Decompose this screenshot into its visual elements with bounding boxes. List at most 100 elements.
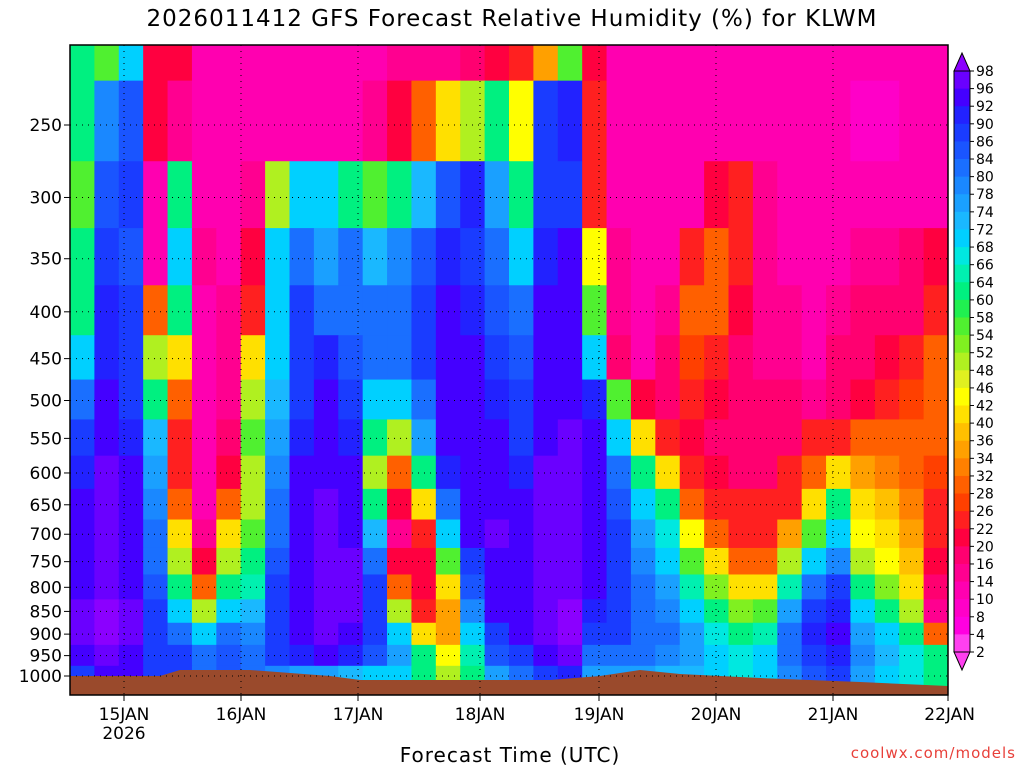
heatmap-cell [704, 644, 730, 667]
colorbar-swatch [954, 475, 970, 495]
heatmap-cell [265, 335, 291, 381]
heatmap-cell [387, 488, 413, 521]
heatmap-layer [70, 45, 948, 695]
heatmap-cell [362, 519, 388, 549]
heatmap-cell [240, 80, 266, 162]
heatmap-cell [167, 45, 193, 82]
heatmap-cell [582, 622, 608, 646]
heatmap-cell [630, 519, 656, 549]
colorbar-swatch [954, 106, 970, 125]
heatmap-cell [289, 80, 315, 162]
heatmap-cell [557, 644, 583, 667]
heatmap-cell [679, 285, 705, 336]
heatmap-cell [484, 335, 510, 381]
heatmap-cell [484, 547, 510, 576]
heatmap-cell [313, 574, 339, 600]
heatmap-cell [338, 622, 364, 646]
heatmap-cell [752, 644, 778, 667]
colorbar-swatch [954, 141, 970, 160]
heatmap-cell [411, 80, 437, 162]
heatmap-cell [289, 419, 315, 457]
heatmap-cell [606, 80, 632, 162]
x-tick-label: 19JAN [574, 705, 625, 725]
heatmap-cell [143, 644, 169, 667]
heatmap-cell [630, 285, 656, 336]
colorbar-label: 42 [976, 399, 994, 415]
colorbar-label: 20 [976, 539, 994, 555]
heatmap-cell [167, 622, 193, 646]
heatmap-cell [167, 335, 193, 381]
heatmap-cell [94, 228, 120, 286]
heatmap-cell [679, 80, 705, 162]
heatmap-cell [606, 228, 632, 286]
heatmap-cell [70, 45, 95, 82]
colorbar-swatch [954, 563, 970, 583]
heatmap-cell [655, 228, 681, 286]
heatmap-cell [533, 488, 559, 521]
heatmap-cell [679, 379, 705, 421]
heatmap-cell [630, 599, 656, 624]
heatmap-cell [874, 644, 900, 667]
heatmap-cell [387, 285, 413, 336]
y-tick-label: 300 [30, 188, 62, 208]
heatmap-cell [630, 419, 656, 457]
heatmap-cell [460, 419, 486, 457]
heatmap-cell [265, 379, 291, 421]
heatmap-cell [387, 228, 413, 286]
y-tick-label: 600 [30, 464, 62, 484]
heatmap-cell [655, 379, 681, 421]
heatmap-cell [826, 80, 852, 162]
y-tick-label: 650 [30, 496, 62, 516]
colorbar-swatch [954, 317, 970, 336]
heatmap-cell [265, 599, 291, 624]
y-tick-label: 700 [30, 525, 62, 545]
heatmap-cell [338, 599, 364, 624]
heatmap-cell [411, 228, 437, 286]
heatmap-cell [411, 379, 437, 421]
heatmap-cell [484, 379, 510, 421]
heatmap-cell [923, 80, 948, 162]
heatmap-cell [630, 488, 656, 521]
heatmap-cell [460, 335, 486, 381]
heatmap-cell [923, 519, 948, 549]
heatmap-cell [874, 574, 900, 600]
heatmap-cell [752, 547, 778, 576]
heatmap-cell [582, 379, 608, 421]
heatmap-cell [752, 419, 778, 457]
colorbar-label: 58 [976, 310, 994, 326]
heatmap-cell [704, 379, 730, 421]
heatmap-cell [484, 455, 510, 490]
heatmap-cell [118, 622, 144, 646]
heatmap-cell [289, 379, 315, 421]
heatmap-cell [777, 644, 803, 667]
heatmap-cell [70, 379, 95, 421]
heatmap-cell [630, 622, 656, 646]
heatmap-cell [387, 161, 413, 229]
heatmap-cell [582, 519, 608, 549]
heatmap-cell [582, 547, 608, 576]
heatmap-cell [313, 455, 339, 490]
heatmap-cell [728, 644, 754, 667]
heatmap-cell [923, 228, 948, 286]
colorbar-label: 92 [976, 99, 994, 115]
heatmap-cell [94, 161, 120, 229]
heatmap-cell [362, 574, 388, 600]
y-tick-label: 350 [30, 250, 62, 270]
heatmap-cell [874, 419, 900, 457]
heatmap-cell [557, 574, 583, 600]
heatmap-cell [484, 161, 510, 229]
y-tick-label: 400 [30, 303, 62, 323]
colorbar-label: 36 [976, 434, 994, 450]
heatmap-cell [728, 80, 754, 162]
heatmap-cell [923, 379, 948, 421]
heatmap-cell [874, 599, 900, 624]
heatmap-cell [509, 285, 534, 336]
heatmap-cell [167, 644, 193, 667]
heatmap-cell [752, 161, 778, 229]
x-tick-label: 16JAN [216, 705, 267, 725]
heatmap-cell [850, 419, 876, 457]
heatmap-cell [167, 519, 193, 549]
heatmap-cell [435, 161, 461, 229]
